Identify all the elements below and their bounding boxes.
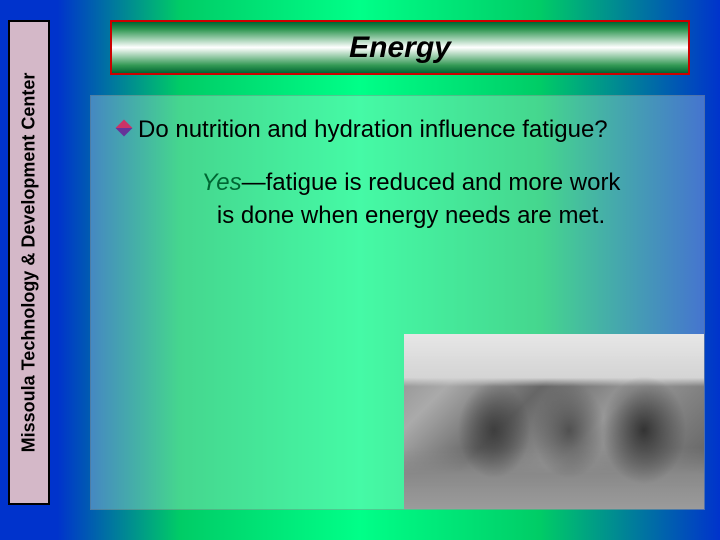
question-text: Do nutrition and hydration influence fat…: [138, 114, 608, 145]
answer-block: Yes—fatigue is reduced and more work is …: [201, 167, 621, 232]
answer-yes-word: Yes: [202, 169, 242, 196]
answer-text: Yes—fatigue is reduced and more work is …: [202, 169, 621, 228]
diamond-bullet-icon: [116, 120, 132, 136]
content-photo: [404, 334, 704, 509]
photo-grayscale-overlay: [404, 334, 704, 509]
bullet-question-line: Do nutrition and hydration influence fat…: [116, 114, 679, 145]
sidebar-org-text: Missoula Technology & Development Center: [19, 73, 40, 453]
slide-title-box: Energy: [110, 20, 690, 75]
slide-title: Energy: [349, 31, 451, 65]
content-panel: Do nutrition and hydration influence fat…: [90, 95, 705, 510]
answer-rest-text: —fatigue is reduced and more work is don…: [217, 169, 621, 228]
sidebar-org-label: Missoula Technology & Development Center: [8, 20, 50, 505]
